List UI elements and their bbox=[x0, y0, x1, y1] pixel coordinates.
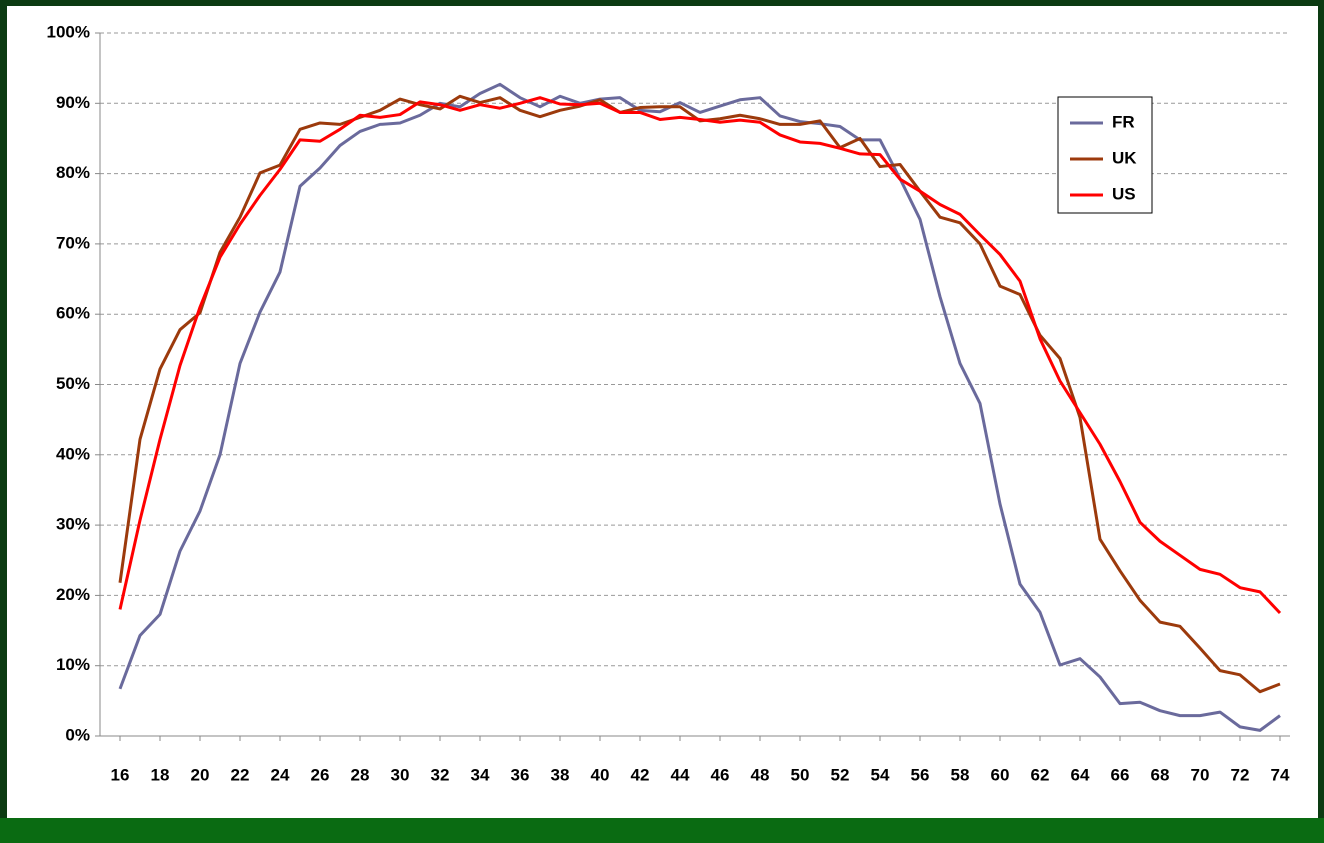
x-tick-label: 48 bbox=[751, 765, 770, 784]
x-tick-label: 52 bbox=[831, 765, 850, 784]
x-tick-label: 32 bbox=[431, 765, 450, 784]
x-tick-label: 74 bbox=[1271, 765, 1290, 784]
y-tick-label: 20% bbox=[56, 585, 90, 604]
x-tick-label: 26 bbox=[311, 765, 330, 784]
y-tick-label: 60% bbox=[56, 304, 90, 323]
y-tick-label: 90% bbox=[56, 93, 90, 112]
x-tick-label: 28 bbox=[351, 765, 370, 784]
x-tick-label: 40 bbox=[591, 765, 610, 784]
x-tick-label: 64 bbox=[1071, 765, 1090, 784]
x-tick-label: 70 bbox=[1191, 765, 1210, 784]
y-tick-label: 30% bbox=[56, 515, 90, 534]
x-tick-label: 36 bbox=[511, 765, 530, 784]
x-tick-label: 68 bbox=[1151, 765, 1170, 784]
x-tick-label: 16 bbox=[111, 765, 130, 784]
x-tick-label: 56 bbox=[911, 765, 930, 784]
y-tick-label: 70% bbox=[56, 233, 90, 252]
series-line bbox=[118, 96, 1282, 615]
y-tick-label: 40% bbox=[56, 444, 90, 463]
x-tick-label: 38 bbox=[551, 765, 570, 784]
x-tick-label: 20 bbox=[191, 765, 210, 784]
series-line bbox=[118, 82, 1281, 732]
y-tick-label: 80% bbox=[56, 163, 90, 182]
x-tick-label: 44 bbox=[671, 765, 690, 784]
legend-label: UK bbox=[1112, 148, 1137, 167]
legend-label: FR bbox=[1112, 112, 1135, 131]
x-tick-label: 34 bbox=[471, 765, 490, 784]
x-tick-label: 58 bbox=[951, 765, 970, 784]
x-tick-label: 60 bbox=[991, 765, 1010, 784]
x-tick-label: 18 bbox=[151, 765, 170, 784]
x-tick-label: 54 bbox=[871, 765, 890, 784]
y-tick-label: 10% bbox=[56, 655, 90, 674]
x-tick-label: 22 bbox=[231, 765, 250, 784]
y-tick-label: 50% bbox=[56, 374, 90, 393]
x-tick-label: 72 bbox=[1231, 765, 1250, 784]
legend-label: US bbox=[1112, 184, 1136, 203]
y-tick-label: 0% bbox=[65, 725, 90, 744]
footer-bar bbox=[0, 818, 1324, 843]
x-tick-label: 50 bbox=[791, 765, 810, 784]
y-tick-label: 100% bbox=[47, 22, 90, 41]
x-tick-label: 46 bbox=[711, 765, 730, 784]
x-tick-label: 24 bbox=[271, 765, 290, 784]
x-tick-label: 66 bbox=[1111, 765, 1130, 784]
x-tick-label: 42 bbox=[631, 765, 650, 784]
x-tick-label: 62 bbox=[1031, 765, 1050, 784]
x-tick-label: 30 bbox=[391, 765, 410, 784]
